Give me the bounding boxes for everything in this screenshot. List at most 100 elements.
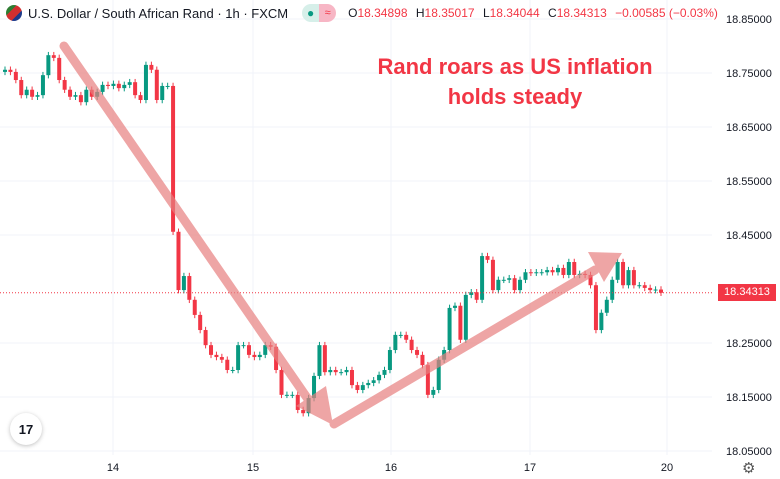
change-value: −0.00585 (−0.03%) xyxy=(615,6,718,20)
candle-body xyxy=(181,276,186,291)
candle-body xyxy=(35,95,40,97)
candle-body xyxy=(518,279,523,291)
annotation-text: Rand roars as US inflation holds steady xyxy=(350,52,680,112)
candle-body xyxy=(8,69,13,72)
candle-body xyxy=(377,374,382,381)
candle-body xyxy=(626,270,631,286)
candle-body xyxy=(371,380,376,383)
candle-body xyxy=(187,276,192,300)
candle-body xyxy=(257,354,262,358)
candle-body xyxy=(593,285,598,331)
candle-body xyxy=(420,354,425,366)
up-arrow-head xyxy=(588,252,622,282)
candle-body xyxy=(106,84,111,86)
candle-body xyxy=(236,345,241,370)
candle-body xyxy=(631,270,636,286)
candle-body xyxy=(279,370,284,395)
candle-body xyxy=(209,345,214,355)
candle-body xyxy=(452,305,457,308)
candle-body xyxy=(284,394,289,396)
candle-body xyxy=(469,292,474,295)
up-arrow-shaft xyxy=(329,265,600,429)
candle-body xyxy=(73,95,78,97)
y-tick-label: 18.45000 xyxy=(726,230,772,242)
candle-body xyxy=(138,95,143,100)
candle-body xyxy=(312,375,317,399)
symbol-title[interactable]: U.S. Dollar / South African Rand · 1h · … xyxy=(28,5,289,21)
x-tick-label: 20 xyxy=(661,462,673,474)
candle-body xyxy=(550,270,555,273)
x-tick-label: 15 xyxy=(247,462,259,474)
candle-body xyxy=(355,385,360,390)
candle-body xyxy=(214,354,219,358)
candle-body xyxy=(458,305,463,340)
high-label: H xyxy=(415,6,425,20)
candle-body xyxy=(143,64,148,100)
candle-body xyxy=(19,80,24,96)
y-tick-label: 18.15000 xyxy=(726,392,772,404)
candle-body xyxy=(78,95,83,103)
annotation-line-1: Rand roars as US inflation xyxy=(377,54,653,79)
candle-body xyxy=(252,354,257,358)
candle-body xyxy=(317,345,322,376)
candle-body xyxy=(349,370,354,386)
candle-body xyxy=(339,372,344,374)
candle-body xyxy=(610,279,615,300)
candle-body xyxy=(246,345,251,355)
candle-body xyxy=(480,256,485,300)
gear-icon[interactable]: ⚙ xyxy=(742,460,756,477)
candle-body xyxy=(68,89,73,97)
candle-body xyxy=(415,350,420,355)
candle-body xyxy=(523,272,528,280)
candle-body xyxy=(165,85,170,87)
candle-body xyxy=(653,289,658,291)
candle-body xyxy=(501,279,506,281)
low-value: 18.34044 xyxy=(489,6,540,20)
open-value: 18.34898 xyxy=(357,6,408,20)
candle-body xyxy=(637,285,642,287)
candle-body xyxy=(30,89,35,97)
candle-body xyxy=(84,89,89,103)
candle-body xyxy=(463,294,468,340)
candle-body xyxy=(436,359,441,390)
candle-body xyxy=(566,262,571,275)
candle-body xyxy=(545,270,550,273)
candle-body xyxy=(40,75,45,96)
candle-body xyxy=(295,394,300,410)
candle-body xyxy=(328,370,333,373)
candle-body xyxy=(149,64,154,70)
candle-body xyxy=(572,262,577,275)
candle-body xyxy=(474,292,479,300)
candle-body xyxy=(111,83,116,86)
tradingview-logo-icon[interactable]: 17 xyxy=(10,413,42,445)
candle-body xyxy=(615,262,620,280)
symbol-header: U.S. Dollar / South African Rand · 1h · … xyxy=(6,4,723,22)
y-tick-label: 18.65000 xyxy=(726,122,772,134)
candle-body xyxy=(160,85,165,100)
candle-body xyxy=(203,330,208,346)
candle-body xyxy=(398,334,403,336)
x-tick-label: 16 xyxy=(385,462,397,474)
candle-body xyxy=(198,314,203,331)
current-price-label: 18.34313 xyxy=(718,284,776,301)
candle-body xyxy=(599,312,604,331)
candle-body xyxy=(241,345,246,347)
candle-body xyxy=(322,345,327,373)
candle-body xyxy=(604,299,609,313)
candle-body xyxy=(490,259,495,291)
candle-body xyxy=(485,256,490,260)
candle-body xyxy=(409,339,414,351)
candle-body xyxy=(46,55,51,76)
candle-body xyxy=(127,82,132,85)
candle-body xyxy=(431,389,436,395)
candle-body xyxy=(122,84,127,89)
annotation-line-2: holds steady xyxy=(447,84,583,109)
status-pill[interactable]: ● ≈ xyxy=(302,4,337,22)
candle-body xyxy=(344,370,349,373)
y-tick-label: 18.55000 xyxy=(726,176,772,188)
y-tick-label: 18.75000 xyxy=(726,68,772,80)
x-tick-label: 17 xyxy=(524,462,536,474)
candle-body xyxy=(659,289,663,293)
candle-body xyxy=(360,385,365,390)
